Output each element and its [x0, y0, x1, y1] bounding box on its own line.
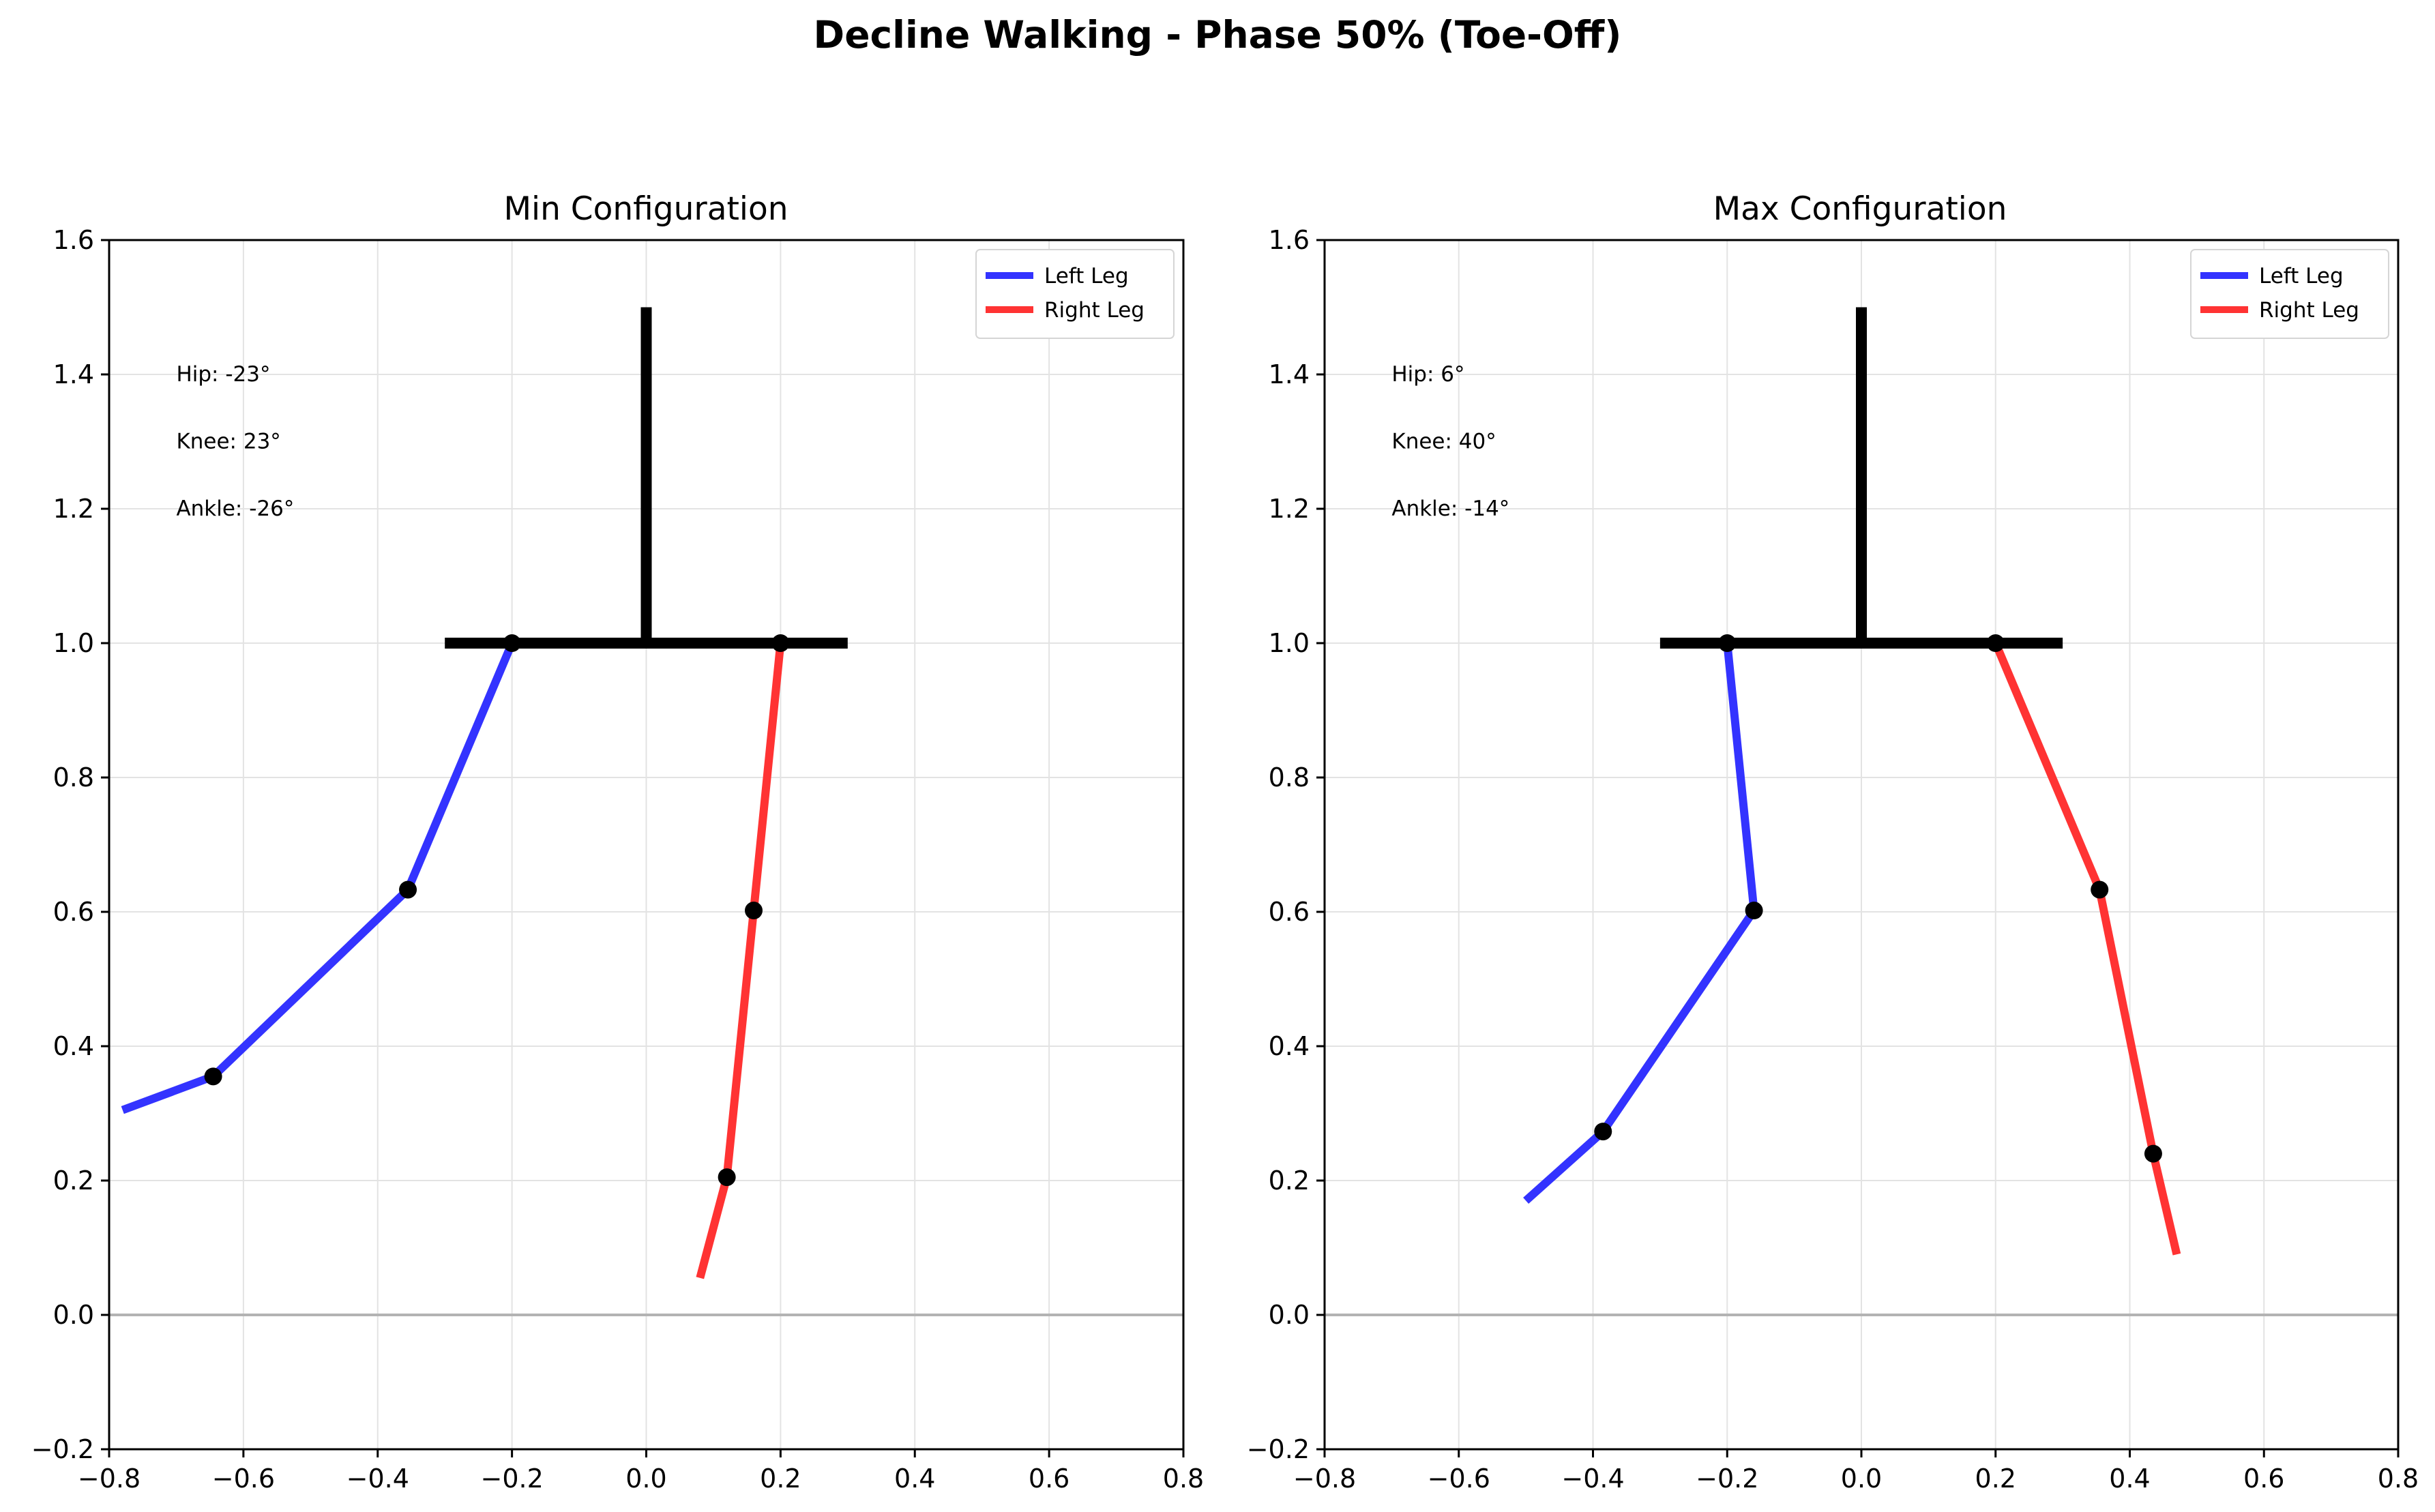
y-tick-label: −0.2: [31, 1434, 94, 1464]
x-tick-label: 0.4: [894, 1464, 935, 1494]
y-tick-label: 1.6: [53, 225, 94, 255]
x-tick-label: 0.8: [2378, 1464, 2419, 1494]
legend-label-left-leg: Left Leg: [2259, 264, 2344, 288]
figure-title: Decline Walking - Phase 50% (Toe-Off): [814, 13, 1622, 57]
left-leg-ankle-marker: [1594, 1123, 1612, 1141]
right-leg-line: [696, 642, 785, 1279]
legend-label-left-leg: Left Leg: [1044, 264, 1129, 288]
ankle-angle-annotation: Ankle: -26°: [176, 496, 294, 521]
x-tick-label: 0.2: [1975, 1464, 2016, 1494]
y-tick-label: 1.6: [1269, 225, 1310, 255]
right-leg-knee-marker: [745, 902, 763, 920]
right-leg-knee-marker: [2091, 880, 2109, 899]
y-tick-label: 0.8: [1269, 762, 1310, 792]
y-tick-label: 0.8: [53, 762, 94, 792]
left-leg-line: [121, 641, 516, 1114]
data-layer: [121, 307, 848, 1279]
x-tick-label: −0.8: [78, 1464, 141, 1494]
legend: Left Leg Right Leg: [2190, 249, 2389, 339]
y-tick-label: 0.6: [1269, 897, 1310, 927]
y-tick-label: 1.4: [53, 359, 94, 389]
y-tick-label: 0.0: [53, 1300, 94, 1330]
x-tick-label: 0.6: [1029, 1464, 1069, 1494]
x-tick-label: 0.0: [625, 1464, 666, 1494]
left-leg-hip-marker: [503, 634, 521, 652]
x-tick-label: −0.4: [346, 1464, 409, 1494]
y-tick-label: 0.0: [1269, 1300, 1310, 1330]
hip-angle-annotation: Hip: -23°: [176, 362, 270, 387]
y-tick-label: 1.4: [1269, 359, 1310, 389]
right-leg-ankle-marker: [718, 1168, 736, 1187]
x-tick-label: −0.6: [1428, 1464, 1490, 1494]
y-tick-label: 0.2: [53, 1166, 94, 1196]
legend-label-right-leg: Right Leg: [2259, 298, 2359, 323]
ankle-angle-annotation: Ankle: -14°: [1391, 496, 1509, 521]
x-tick-label: −0.2: [480, 1464, 543, 1494]
y-tick-label: 1.0: [1269, 628, 1310, 658]
right-leg-ankle-marker: [2144, 1144, 2162, 1163]
y-tick-label: 1.2: [53, 494, 94, 524]
left-leg-line: [1523, 642, 1758, 1204]
knee-angle-annotation: Knee: 40°: [1391, 430, 1496, 454]
y-tick-label: 1.0: [53, 628, 94, 658]
y-tick-label: 0.4: [53, 1031, 94, 1061]
left-leg-ankle-marker: [204, 1067, 222, 1086]
y-tick-label: 0.6: [53, 897, 94, 927]
legend-label-right-leg: Right Leg: [1044, 298, 1145, 323]
x-tick-label: −0.8: [1293, 1464, 1356, 1494]
x-tick-label: −0.4: [1561, 1464, 1624, 1494]
panel-min-configuration: Min Configuration −0.8 −0.6 −0.4 −0.2 0.0 0.2…: [31, 190, 1205, 1494]
panel-title: Min Configuration: [503, 190, 788, 228]
y-tick-label: −0.2: [1247, 1434, 1310, 1464]
y-tick-label: 0.2: [1269, 1166, 1310, 1196]
x-tick-label: −0.2: [1696, 1464, 1758, 1494]
x-tick-label: 0.4: [2109, 1464, 2150, 1494]
x-tick-label: −0.6: [212, 1464, 275, 1494]
right-leg-hip-marker: [1986, 634, 2005, 652]
data-layer: [1523, 307, 2181, 1256]
panel-max-configuration: Max Configuration −0.8 −0.6 −0.4 −0.2 0.0 0.2…: [1247, 190, 2419, 1494]
hip-angle-annotation: Hip: 6°: [1391, 362, 1464, 387]
x-tick-label: 0.6: [2243, 1464, 2284, 1494]
left-leg-knee-marker: [1745, 902, 1763, 920]
right-leg-hip-marker: [771, 634, 790, 652]
left-leg-hip-marker: [1718, 634, 1737, 652]
y-tick-label: 0.4: [1269, 1031, 1310, 1061]
right-leg-line: [1992, 641, 2181, 1256]
knee-angle-annotation: Knee: 23°: [176, 430, 280, 454]
y-tick-label: 1.2: [1269, 494, 1310, 524]
legend-box: [975, 249, 1175, 339]
x-tick-label: 0.8: [1163, 1464, 1204, 1494]
legend-box: [2190, 249, 2389, 339]
legend: Left Leg Right Leg: [975, 249, 1175, 339]
panel-title: Max Configuration: [1713, 190, 2007, 228]
left-leg-knee-marker: [399, 880, 417, 899]
x-tick-label: 0.0: [1841, 1464, 1882, 1494]
x-tick-label: 0.2: [760, 1464, 801, 1494]
